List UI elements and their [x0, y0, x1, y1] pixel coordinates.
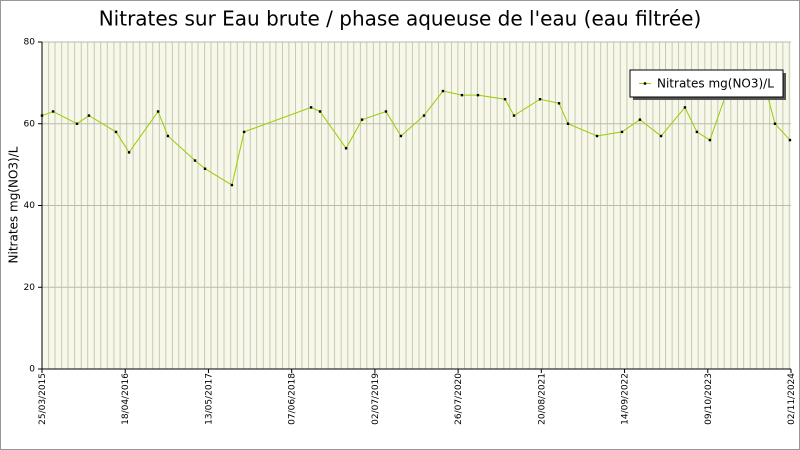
point: [773, 122, 777, 125]
point: [441, 89, 445, 93]
x-tick-label: 14/09/2022: [621, 373, 631, 425]
point: [203, 167, 207, 170]
point: [695, 130, 699, 134]
point: [230, 183, 234, 187]
y-tick-label: 20: [24, 283, 36, 293]
point: [193, 159, 197, 162]
point: [788, 138, 792, 142]
x-tick-label: 26/07/2020: [454, 373, 464, 425]
legend-box: [629, 69, 784, 98]
point: [460, 93, 464, 97]
point: [538, 98, 542, 101]
point: [557, 102, 561, 105]
chart-title: Nitrates sur Eau brute / phase aqueuse d…: [99, 7, 702, 31]
x-tick-label: 07/06/2018: [288, 373, 298, 425]
y-tick-label: 60: [24, 119, 36, 129]
point: [566, 122, 570, 125]
point: [75, 122, 79, 125]
point: [503, 98, 507, 101]
x-tick-label: 02/07/2019: [371, 373, 381, 425]
point: [242, 130, 246, 134]
legend-marker: [643, 82, 647, 85]
y-tick-label: 0: [29, 365, 35, 375]
y-tick-label: 80: [24, 38, 36, 48]
point: [422, 114, 426, 117]
point: [87, 114, 91, 117]
point: [166, 134, 170, 138]
point: [683, 106, 687, 109]
point: [156, 110, 160, 113]
point: [127, 151, 131, 154]
x-tick-label: 09/10/2023: [704, 373, 714, 425]
legend-label: Nitrates mg(NO3)/L: [657, 77, 774, 91]
point: [114, 130, 118, 134]
point: [620, 130, 624, 134]
point: [476, 93, 480, 97]
x-tick-label: 02/11/2024: [787, 373, 797, 425]
point: [384, 110, 388, 113]
point: [638, 118, 642, 121]
x-tick-label: 20/08/2021: [537, 373, 547, 425]
x-tick-label: 25/03/2015: [38, 373, 48, 425]
point: [51, 110, 55, 113]
point: [318, 110, 322, 113]
point: [708, 138, 712, 142]
y-tick-label: 40: [24, 201, 36, 211]
point: [360, 118, 364, 121]
point: [344, 147, 348, 150]
point: [512, 114, 516, 117]
point: [399, 134, 403, 138]
point: [309, 106, 313, 109]
y-axis-label: Nitrates mg(NO3)/L: [7, 146, 21, 263]
point: [595, 134, 599, 138]
x-tick-label: 13/05/2017: [204, 373, 214, 425]
x-tick-label: 18/04/2016: [121, 373, 131, 425]
point: [659, 134, 663, 138]
point: [40, 114, 44, 117]
